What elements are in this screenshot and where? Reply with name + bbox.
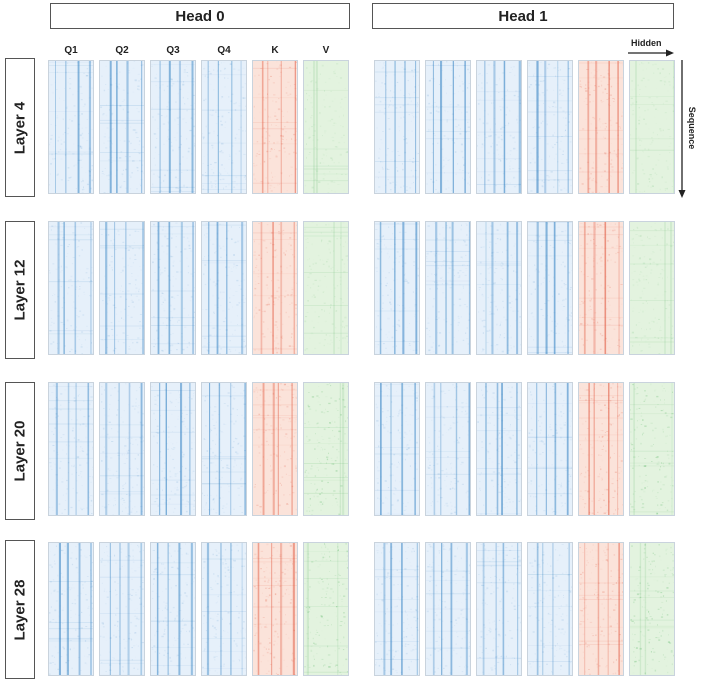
hidden-axis-label: Hidden <box>631 38 662 48</box>
heatmap-head0-layer28-q4 <box>201 542 247 676</box>
layer-label-20: Layer 20 <box>11 420 29 482</box>
heatmap-head1-layer20-k <box>578 382 624 516</box>
heatmap-head1-layer4-v <box>629 60 675 194</box>
heatmap-head0-layer4-q1 <box>48 60 94 194</box>
column-label-k: K <box>271 45 279 56</box>
heatmap-head1-layer20-q3 <box>476 382 522 516</box>
sequence-axis-arrow <box>678 60 686 198</box>
column-label-q3: Q3 <box>166 45 180 56</box>
layer-label-28: Layer 28 <box>11 579 29 640</box>
heatmap-head0-layer4-q4 <box>201 60 247 194</box>
heatmap-head1-layer12-q1 <box>374 221 420 355</box>
heatmap-head0-layer12-q4 <box>201 221 247 355</box>
heatmap-head0-layer4-q2 <box>99 60 145 194</box>
layer-label-12: Layer 12 <box>11 259 29 321</box>
hidden-axis-arrow <box>628 49 674 57</box>
heatmap-head1-layer12-q2 <box>425 221 471 355</box>
heatmap-head0-layer28-q3 <box>150 542 196 676</box>
heatmap-head1-layer20-q4 <box>527 382 573 516</box>
sequence-axis-label: Sequence <box>687 106 697 150</box>
layer-label-box-4: Layer 4 <box>5 58 35 197</box>
head-1-header: Head 1 <box>372 3 674 29</box>
heatmap-head0-layer28-v <box>303 542 349 676</box>
heatmap-head1-layer28-q4 <box>527 542 573 676</box>
heatmap-head1-layer4-q1 <box>374 60 420 194</box>
heatmap-head1-layer4-q3 <box>476 60 522 194</box>
heatmap-head1-layer12-v <box>629 221 675 355</box>
heatmap-head0-layer4-v <box>303 60 349 194</box>
heatmap-head1-layer4-k <box>578 60 624 194</box>
heatmap-head0-layer4-k <box>252 60 298 194</box>
column-label-v: V <box>322 45 330 56</box>
heatmap-head0-layer12-v <box>303 221 349 355</box>
heatmap-head1-layer4-q4 <box>527 60 573 194</box>
heatmap-head0-layer4-q3 <box>150 60 196 194</box>
heatmap-head1-layer28-q3 <box>476 542 522 676</box>
layer-label-4: Layer 4 <box>11 101 29 154</box>
heatmap-head0-layer20-v <box>303 382 349 516</box>
heatmap-head1-layer28-v <box>629 542 675 676</box>
head-0-label: Head 0 <box>175 7 225 25</box>
layer-label-box-20: Layer 20 <box>5 382 35 520</box>
heatmap-head0-layer20-k <box>252 382 298 516</box>
heatmap-head0-layer12-q2 <box>99 221 145 355</box>
heatmap-head0-layer20-q1 <box>48 382 94 516</box>
heatmap-head0-layer28-q1 <box>48 542 94 676</box>
heatmap-head0-layer12-q3 <box>150 221 196 355</box>
heatmap-head0-layer20-q2 <box>99 382 145 516</box>
heatmap-head1-layer28-q2 <box>425 542 471 676</box>
layer-label-box-28: Layer 28 <box>5 540 35 679</box>
heatmap-head0-layer12-k <box>252 221 298 355</box>
layer-label-box-12: Layer 12 <box>5 221 35 359</box>
heatmap-head0-layer28-q2 <box>99 542 145 676</box>
heatmap-head1-layer20-q2 <box>425 382 471 516</box>
heatmap-head1-layer20-v <box>629 382 675 516</box>
heatmap-head1-layer4-q2 <box>425 60 471 194</box>
heatmap-head1-layer12-q3 <box>476 221 522 355</box>
column-label-q1: Q1 <box>64 45 78 56</box>
heatmap-head1-layer28-q1 <box>374 542 420 676</box>
column-label-q4: Q4 <box>217 45 231 56</box>
head-0-header: Head 0 <box>50 3 350 29</box>
heatmap-head0-layer20-q4 <box>201 382 247 516</box>
heatmap-head0-layer28-k <box>252 542 298 676</box>
heatmap-head1-layer12-k <box>578 221 624 355</box>
heatmap-head0-layer12-q1 <box>48 221 94 355</box>
column-label-q2: Q2 <box>115 45 129 56</box>
head-1-label: Head 1 <box>498 7 548 25</box>
heatmap-head1-layer12-q4 <box>527 221 573 355</box>
heatmap-head0-layer20-q3 <box>150 382 196 516</box>
heatmap-head1-layer20-q1 <box>374 382 420 516</box>
heatmap-head1-layer28-k <box>578 542 624 676</box>
